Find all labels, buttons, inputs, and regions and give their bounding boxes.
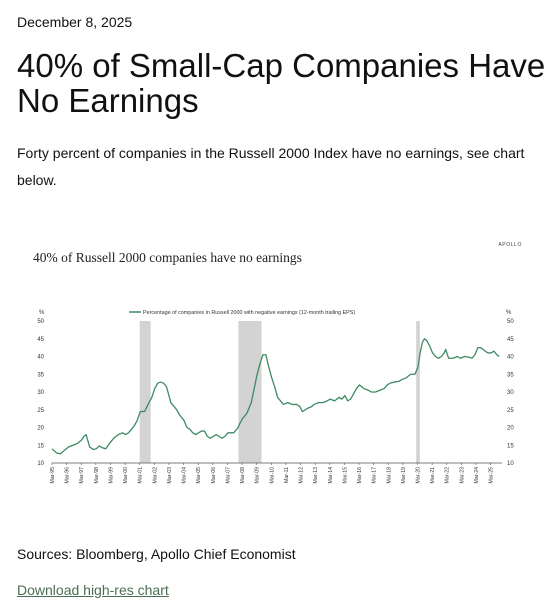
x-tick-label: Mar-04 [182,467,188,484]
x-tick-label: Mar-98 [94,467,100,484]
legend: Percentage of companies in Russell 2000 … [129,310,355,316]
x-tick-label: Mar-06 [211,467,217,484]
x-tick-label: Mar-05 [196,467,202,484]
y-unit-right: % [506,310,512,316]
recession-band-3 [416,321,420,463]
x-tick-label: Mar-18 [386,467,392,484]
x-tick-label: Mar-12 [299,467,305,484]
x-tick-label: Mar-96 [65,467,71,484]
y-tick-left-label: 15 [37,443,44,449]
x-tick-label: Mar-21 [430,467,436,484]
y-tick-right-label: 35 [507,372,514,378]
y-tick-right-label: 15 [507,443,514,449]
y-tick-left-label: 20 [37,426,44,432]
y-axis-left-ticks: 10 15 20 25 30 35 40 45 50 [37,319,44,467]
y-tick-right-label: 25 [507,408,514,414]
x-tick-label: Mar-03 [167,467,173,484]
y-tick-left-label: 25 [37,408,44,414]
y-tick-right-label: 30 [507,390,514,396]
y-tick-right-label: 10 [507,461,514,467]
x-tick-label: Mar-24 [474,467,480,484]
x-tick-label: Mar-00 [123,467,129,484]
y-tick-left-label: 40 [37,355,44,361]
x-tick-label: Mar-23 [459,467,465,484]
x-tick-label: Mar-15 [342,467,348,484]
series-line-1 [51,338,500,455]
x-tick-label: Mar-08 [240,467,246,484]
series-lines [51,338,500,455]
y-tick-left-label: 30 [37,390,44,396]
x-tick-label: Mar-22 [445,467,451,484]
recession-bands [139,321,420,463]
x-tick-label: Mar-97 [79,467,85,484]
apollo-brand-logo: APOLLO [498,242,522,248]
download-chart-link[interactable]: Download high-res chart [17,582,169,598]
legend-label: Percentage of companies in Russell 2000 … [143,310,355,316]
x-tick-label: Mar-17 [372,467,378,484]
recession-band-1 [139,321,151,463]
y-tick-right-label: 20 [507,426,514,432]
intro-paragraph: Forty percent of companies in the Russel… [17,145,525,188]
x-tick-label: Mar-13 [313,467,319,484]
x-tick-label: Mar-95 [50,467,56,484]
page-title: 40% of Small-Cap Companies Have No Earni… [17,47,546,119]
line-chart: 40% of Russell 2000 companies have no ea… [17,232,542,502]
chart-image: 40% of Russell 2000 companies have no ea… [17,232,542,502]
y-tick-right-label: 40 [507,355,514,361]
x-tick-label: Mar-11 [284,467,290,483]
x-tick-label: Mar-25 [489,467,495,484]
y-tick-left-label: 35 [37,372,44,378]
chart-title: 40% of Russell 2000 companies have no ea… [33,250,302,265]
x-tick-label: Mar-07 [225,467,231,484]
post-date: December 8, 2025 [17,14,133,30]
x-axis-ticks: Mar-95 Mar-96 Mar-97 Mar-98 Mar-99 Mar-00 Mar-… [50,463,495,483]
x-tick-label: Mar-09 [255,467,261,484]
y-tick-left-label: 45 [37,337,44,343]
sources-note: Sources: Bloomberg, Apollo Chief Economi… [17,546,296,562]
y-unit-left: % [39,310,45,316]
y-tick-right-label: 45 [507,337,514,343]
recession-band-2 [238,321,262,463]
y-tick-right-label: 50 [507,319,514,325]
x-tick-label: Mar-99 [108,467,114,484]
x-tick-label: Mar-14 [328,467,334,484]
y-tick-left-label: 10 [37,461,44,467]
x-tick-label: Mar-19 [401,467,407,484]
y-tick-left-label: 50 [37,319,44,325]
x-tick-label: Mar-16 [357,467,363,484]
x-tick-label: Mar-01 [138,467,144,484]
y-axis-right-ticks: 10 15 20 25 30 35 40 45 50 [507,319,514,467]
x-tick-label: Mar-10 [269,467,275,484]
x-tick-label: Mar-02 [152,467,158,484]
x-tick-label: Mar-20 [415,467,421,484]
